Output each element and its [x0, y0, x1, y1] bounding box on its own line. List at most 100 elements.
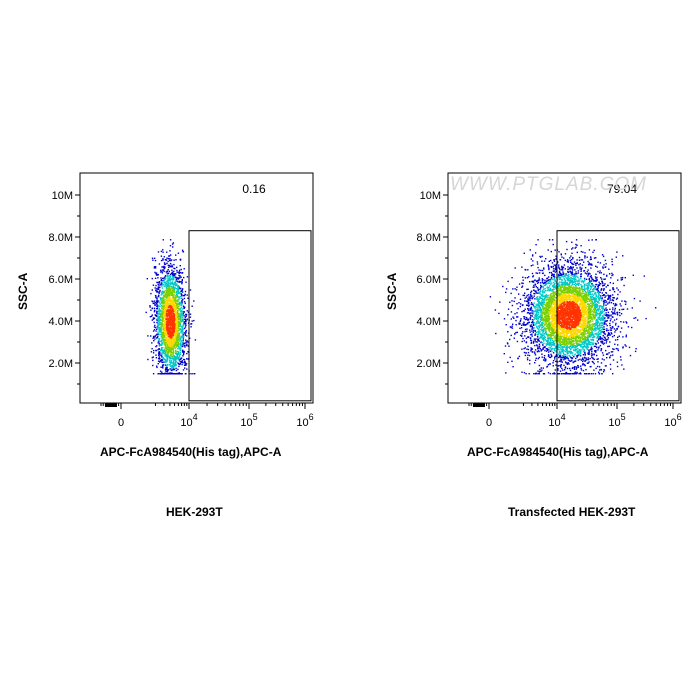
event-dot: [149, 316, 152, 318]
event-dot: [581, 267, 583, 269]
event-dot: [591, 336, 593, 338]
event-dot: [177, 356, 180, 359]
event-dot: [574, 269, 576, 271]
event-dot: [584, 352, 586, 354]
event-dot: [614, 343, 616, 345]
event-dot: [561, 348, 563, 351]
event-dot: [554, 249, 556, 251]
event-dot: [174, 276, 177, 278]
event-dot: [169, 313, 171, 315]
event-dot: [614, 339, 617, 341]
event-dot: [616, 251, 618, 253]
y-tick-label: 2.0M: [49, 358, 73, 370]
event-dot: [158, 295, 160, 297]
event-dot: [588, 277, 591, 280]
event-dot: [622, 347, 624, 349]
event-dot: [560, 344, 562, 347]
event-dot: [169, 282, 171, 284]
event-dot: [588, 361, 590, 363]
event-dot: [585, 284, 587, 286]
event-dot: [551, 355, 553, 358]
event-dot: [546, 365, 549, 368]
event-dot: [153, 326, 156, 328]
event-dot: [537, 239, 539, 241]
event-dot: [575, 282, 577, 285]
event-dot: [172, 314, 174, 316]
event-dot: [540, 269, 542, 272]
event-dot: [589, 285, 592, 288]
event-dot: [586, 347, 588, 349]
event-dot: [186, 310, 188, 312]
event-dot: [547, 335, 549, 337]
event-dot: [554, 268, 557, 270]
event-dot: [170, 350, 172, 352]
event-dot: [588, 349, 590, 351]
event-dot: [171, 341, 173, 343]
event-dot: [518, 283, 521, 285]
event-dot: [594, 300, 596, 302]
event-dot: [532, 330, 535, 332]
event-dot: [605, 286, 607, 288]
event-dot: [574, 277, 576, 280]
event-dot: [541, 294, 543, 296]
event-dot: [152, 284, 155, 286]
event-dot: [550, 250, 552, 253]
event-dot: [600, 283, 602, 285]
event-dot: [576, 283, 578, 286]
event-dot: [599, 344, 602, 347]
event-dot: [187, 341, 189, 343]
event-dot: [162, 298, 164, 300]
event-dot: [175, 312, 177, 314]
event-dot: [573, 366, 576, 368]
event-dot: [182, 294, 185, 297]
event-dot: [579, 355, 582, 357]
event-dot: [576, 267, 578, 269]
event-dot: [169, 283, 171, 286]
event-dot: [529, 312, 531, 315]
event-dot: [600, 306, 603, 308]
event-dot: [550, 348, 552, 350]
event-dot: [530, 350, 532, 352]
event-dot: [621, 278, 623, 281]
event-dot: [597, 261, 599, 263]
event-dot: [184, 326, 187, 328]
event-dot: [550, 354, 553, 357]
event-dot: [153, 266, 156, 268]
event-dot: [560, 366, 562, 368]
event-dot: [578, 351, 580, 353]
event-dot: [601, 254, 604, 256]
event-dot: [183, 327, 186, 330]
event-dot: [601, 317, 603, 320]
event-dot: [162, 266, 165, 269]
event-dot: [604, 337, 606, 339]
event-dot: [612, 303, 615, 305]
event-dot: [575, 273, 577, 275]
event-dot: [589, 276, 592, 278]
event-dot: [158, 281, 161, 283]
event-dot: [507, 314, 509, 316]
event-dot: [570, 279, 573, 282]
event-dot: [603, 369, 605, 371]
event-dot: [604, 365, 607, 367]
event-dot: [178, 365, 180, 368]
event-dot: [561, 361, 563, 363]
event-dot: [177, 368, 179, 371]
event-dot: [168, 292, 171, 295]
event-dot: [584, 257, 586, 259]
event-dot: [525, 341, 528, 343]
event-dot: [543, 268, 545, 270]
event-dot: [594, 299, 596, 301]
event-dot: [571, 281, 573, 283]
event-dot: [587, 344, 589, 346]
event-dot: [564, 276, 567, 278]
event-dot: [181, 344, 183, 346]
event-dot: [160, 359, 162, 362]
event-dot: [173, 273, 176, 275]
event-dot: [535, 290, 537, 292]
event-dot: [625, 301, 627, 303]
event-dot: [162, 351, 165, 353]
event-dot: [580, 273, 582, 276]
gate-rectangle[interactable]: [188, 230, 312, 402]
event-dot: [186, 319, 188, 321]
event-dot: [583, 356, 586, 359]
